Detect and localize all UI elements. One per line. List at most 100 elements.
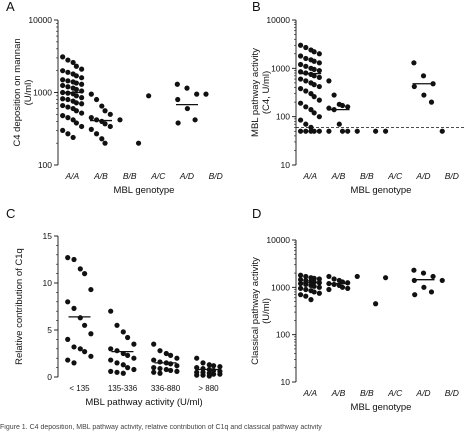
x-category-label: A/C [150, 171, 166, 181]
data-point [428, 289, 435, 295]
y-tick-label: 1000 [271, 282, 290, 292]
y-axis-title: Classical pathway activity(U/ml) [250, 257, 272, 365]
data-point [297, 292, 304, 298]
data-point [311, 110, 317, 116]
x-category-label: A/C [387, 388, 403, 398]
y-tick-label: 5 [47, 325, 52, 335]
data-point [411, 60, 417, 66]
y-axis-title-line: (C4, U/ml) [261, 71, 272, 114]
data-point [326, 128, 332, 134]
y-tick-label: 100 [38, 160, 52, 170]
x-category-label: > 880 [198, 384, 219, 393]
y-tick-label: 1000 [271, 63, 290, 73]
data-point [297, 61, 304, 68]
data-point [157, 365, 163, 372]
data-point [175, 96, 181, 103]
data-point [200, 372, 206, 378]
data-point [73, 73, 79, 79]
data-point [382, 128, 389, 134]
panel-d: D 10 100 1000 10000 Classical pathway activit… [250, 206, 459, 413]
data-point [120, 362, 126, 368]
data-point [65, 357, 71, 363]
data-point [163, 366, 169, 373]
data-point [311, 58, 317, 64]
y-axis-title-line: (U/ml) [261, 298, 272, 324]
data-point [79, 81, 85, 87]
x-category-label: A/D [415, 388, 430, 398]
data-point [439, 277, 445, 284]
data-point [79, 123, 85, 130]
data-point [421, 92, 427, 98]
data-point [65, 96, 71, 103]
data-point [65, 115, 71, 121]
data-point [93, 131, 100, 137]
data-point [331, 281, 337, 288]
data-point [131, 366, 137, 373]
data-point [131, 341, 137, 347]
data-point [125, 352, 131, 358]
data-point [99, 136, 105, 142]
data-point [421, 284, 427, 290]
data-point [108, 346, 114, 352]
data-point [60, 102, 66, 109]
data-point [157, 359, 163, 365]
data-point [71, 256, 77, 263]
y-tick-label: 10 [43, 278, 53, 288]
y-tick-label: 10000 [28, 15, 52, 25]
data-point [184, 105, 190, 112]
data-point [211, 371, 217, 377]
x-category-label: A/A [64, 171, 79, 181]
data-point [308, 297, 314, 303]
data-point [71, 305, 77, 311]
y-axis-title: MBL pathway activity(C4, U/ml) [250, 48, 272, 137]
data-point [174, 81, 180, 87]
data-point [311, 289, 317, 295]
data-point [73, 120, 79, 126]
data-point [79, 95, 85, 101]
data-point [303, 55, 309, 62]
y-axis-title-line: Classical pathway activity [250, 257, 261, 365]
data-point [151, 357, 157, 363]
x-category-label: B/B [123, 171, 137, 181]
data-point [303, 128, 309, 134]
data-point [88, 353, 94, 359]
data-point [194, 355, 200, 361]
panel-letter: B [252, 0, 261, 14]
data-point [345, 280, 351, 286]
data-point [336, 121, 342, 127]
data-point [339, 102, 346, 109]
data-point [88, 115, 94, 121]
data-point [157, 370, 163, 376]
data-point [339, 128, 346, 134]
data-point [65, 336, 71, 342]
x-category-label: A/B [93, 171, 108, 181]
data-point [79, 66, 85, 72]
data-point [420, 73, 427, 79]
data-point [79, 110, 85, 116]
data-point [114, 348, 120, 354]
y-tick-label: 10000 [266, 15, 290, 25]
data-point [88, 331, 94, 337]
x-category-label: A/B [331, 388, 346, 398]
data-point [168, 367, 174, 374]
data-point [326, 273, 332, 280]
x-category-label: B/B [360, 388, 374, 398]
x-category-label: B/D [209, 171, 223, 181]
data-point [108, 357, 114, 363]
data-point [316, 128, 322, 134]
data-point [174, 368, 180, 374]
data-point [303, 121, 309, 127]
data-point [65, 299, 71, 305]
data-point [345, 104, 351, 110]
x-axis-title: MBL genotype [351, 185, 412, 196]
data-point [157, 348, 163, 354]
data-point [206, 373, 212, 379]
data-point [217, 371, 223, 377]
y-axis-title-line: C4 deposition on mannan [12, 38, 23, 146]
data-point [174, 355, 180, 361]
data-point [120, 370, 126, 376]
data-point [308, 128, 314, 134]
data-point [108, 308, 114, 314]
data-point [60, 54, 66, 60]
data-point [382, 275, 389, 281]
